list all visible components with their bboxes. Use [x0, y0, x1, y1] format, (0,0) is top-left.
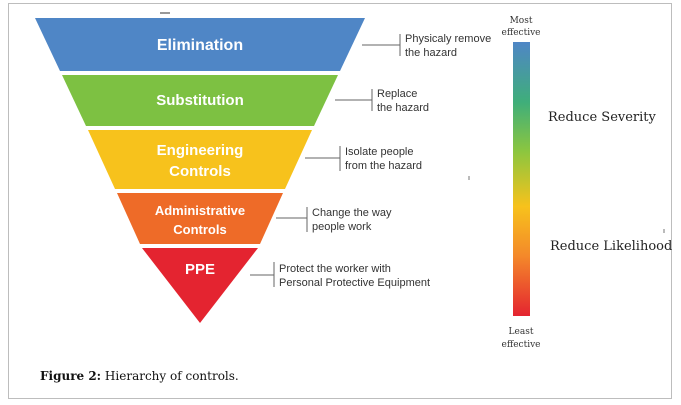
tier-engineering-band: [88, 130, 312, 189]
connector-engineering: [305, 146, 341, 171]
tier-administrative-band: [117, 193, 283, 244]
desc-administrative-line1: Change the way: [312, 207, 392, 219]
connector-administrative: [276, 207, 308, 232]
tier-ppe-band: [142, 248, 258, 323]
desc-engineering-line1: Isolate people: [345, 146, 414, 158]
bar-bottom-line2: effective: [502, 340, 541, 350]
desc-elimination-line2: the hazard: [405, 47, 457, 59]
desc-ppe-line1: Protect the worker with: [279, 263, 391, 275]
tier-elimination-band: [35, 18, 365, 71]
desc-substitution-line2: the hazard: [377, 102, 429, 114]
connector-brackets: [250, 34, 401, 287]
desc-engineering-line2: from the hazard: [345, 160, 422, 172]
tier-substitution-label: Substitution: [156, 92, 243, 109]
figure-caption-prefix: Figure 2:: [40, 369, 102, 383]
bar-top-line2: effective: [502, 28, 541, 38]
reduce-severity-label: Reduce Severity: [548, 110, 656, 125]
desc-ppe-line2: Personal Protective Equipment: [279, 277, 430, 289]
effectiveness-gradient-bar: [513, 42, 530, 316]
figure-caption-text: Hierarchy of controls.: [101, 369, 239, 383]
tier-ppe-label: PPE: [185, 261, 215, 278]
bar-bottom-line1: Least: [509, 327, 534, 337]
figure-caption: Figure 2: Hierarchy of controls.: [40, 369, 239, 383]
connector-substitution: [335, 89, 373, 111]
connector-ppe: [250, 262, 275, 287]
reduce-likelihood-label: Reduce Likelihood: [550, 239, 673, 254]
tier-administrative-label-line2: Controls: [173, 222, 226, 237]
bar-top-line1: Most: [510, 16, 533, 26]
connector-elimination: [362, 34, 401, 56]
desc-elimination-line1: Physicaly remove: [405, 33, 491, 45]
tier-elimination-label: Elimination: [157, 37, 243, 54]
tier-engineering-label-line2: Controls: [169, 163, 231, 180]
figure-frame: [8, 3, 672, 399]
tier-substitution-band: [62, 75, 338, 126]
tier-engineering-label-line1: Engineering: [157, 142, 244, 159]
tier-administrative-label-line1: Administrative: [155, 203, 245, 218]
desc-substitution-line1: Replace: [377, 88, 417, 100]
desc-administrative-line2: people work: [312, 221, 372, 233]
